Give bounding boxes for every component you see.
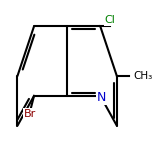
Text: Br: Br [24, 109, 36, 119]
Text: CH₃: CH₃ [133, 71, 152, 81]
Text: N: N [97, 91, 106, 104]
Text: Cl: Cl [104, 15, 115, 25]
